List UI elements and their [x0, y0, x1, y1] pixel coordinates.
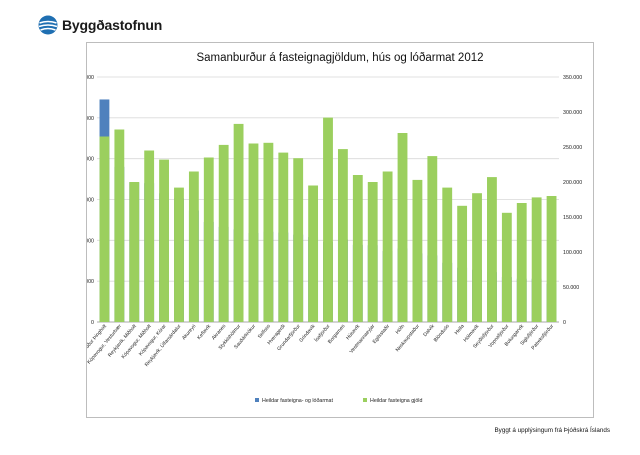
y-right-tick-label: 50.000 — [563, 285, 579, 291]
legend-label: Heildar fasteigna- og lóðarmat — [262, 397, 333, 404]
bar-heildar-fasteigna-gjold — [308, 185, 319, 322]
bar-heildar-fasteigna-gjold — [278, 152, 289, 322]
globe-icon — [38, 15, 58, 35]
bar-heildar-fasteigna-gjold — [174, 187, 184, 322]
y-right-tick-label: 150.000 — [563, 215, 582, 221]
y-right-tick-label: 100.000 — [563, 250, 582, 256]
bar-heildar-fasteigna-gjold — [382, 171, 393, 322]
y-right-tick-label: 350.000 — [563, 75, 582, 81]
bar-heildar-fasteigna-gjold — [442, 187, 453, 322]
bar-heildar-fasteigna-gjold — [203, 157, 214, 322]
bar-heildar-fasteigna-gjold — [501, 212, 512, 322]
logo-text: Byggðastofnun — [62, 17, 163, 33]
legend-label: Heildar fasteigna gjöld — [370, 398, 422, 404]
y-left-tick-label: 0 — [91, 320, 94, 326]
chart-frame: Samanburður á fasteignagjöldum, hús og l… — [86, 42, 594, 418]
x-tick-label: Dalvík — [422, 323, 436, 338]
chart-svg: 0 10.000.000 20.000.000 30.000.000 40.000.00… — [87, 75, 582, 404]
y-right-tick-label: 300.000 — [563, 110, 582, 116]
y-left-tick-label: 60.000.000 — [87, 75, 94, 81]
bar-heildar-fasteigna-gjold — [129, 182, 140, 322]
bar-heildar-fasteigna-gjold — [531, 197, 542, 322]
bar-heildar-fasteigna-gjold — [99, 136, 110, 322]
bar-heildar-fasteigna-gjold — [233, 123, 244, 323]
logo: Byggðastofnun — [38, 14, 162, 36]
bar-heildar-fasteigna-gjold — [114, 129, 125, 322]
bar-heildar-fasteigna-gjold — [472, 193, 482, 322]
x-tick-label: Akureyri — [181, 323, 197, 341]
bar-heildar-fasteigna-gjold — [397, 133, 408, 322]
source-footer: Byggt á upplýsingum frá Þjóðskrá Íslands — [494, 427, 610, 434]
y-left-tick-label: 40.000.000 — [87, 157, 94, 163]
chart-title: Samanburður á fasteignagjöldum, hús og l… — [196, 52, 484, 64]
bar-heildar-fasteigna-gjold — [248, 143, 259, 322]
bar-heildar-fasteigna-gjold — [293, 158, 304, 322]
x-tick-label: Blönduós — [433, 323, 451, 343]
bar-heildar-fasteigna-gjold — [487, 177, 497, 322]
y-left-tick-label: 30.000.000 — [87, 198, 94, 204]
x-tick-label: Keflavík — [196, 323, 212, 341]
bar-heildar-fasteigna-gjold — [412, 179, 423, 322]
y-right-tick-label: 200.000 — [563, 180, 582, 186]
y-left-tick-label: 10.000.000 — [87, 279, 94, 285]
y-right-tick-label: 250.000 — [563, 145, 582, 151]
bar-heildar-fasteigna-gjold — [546, 196, 557, 322]
bar-heildar-fasteigna-gjold — [218, 144, 229, 322]
bar-heildar-fasteigna-gjold — [144, 150, 155, 322]
legend-swatch — [363, 398, 367, 402]
y-left-tick-label: 20.000.000 — [87, 238, 94, 244]
bar-heildar-fasteigna-gjold — [516, 203, 527, 322]
y-right-tick-label: 0 — [563, 320, 566, 326]
x-tick-label: Hella — [454, 323, 466, 336]
bar-heildar-fasteigna-gjold — [323, 117, 333, 322]
bar-heildar-fasteigna-gjold — [427, 156, 438, 322]
bar-heildar-fasteigna-gjold — [159, 159, 169, 322]
bar-heildar-fasteigna-gjold — [263, 142, 274, 322]
bar-heildar-fasteigna-gjold — [337, 149, 348, 322]
bar-heildar-fasteigna-gjold — [367, 182, 378, 322]
bar-heildar-fasteigna-gjold — [457, 205, 468, 322]
legend-swatch — [255, 398, 259, 402]
bar-heildar-fasteigna-gjold — [188, 171, 199, 322]
x-tick-label: Höfn — [395, 323, 407, 335]
bar-heildar-fasteigna-gjold — [352, 175, 363, 322]
y-left-tick-label: 50.000.000 — [87, 116, 94, 122]
